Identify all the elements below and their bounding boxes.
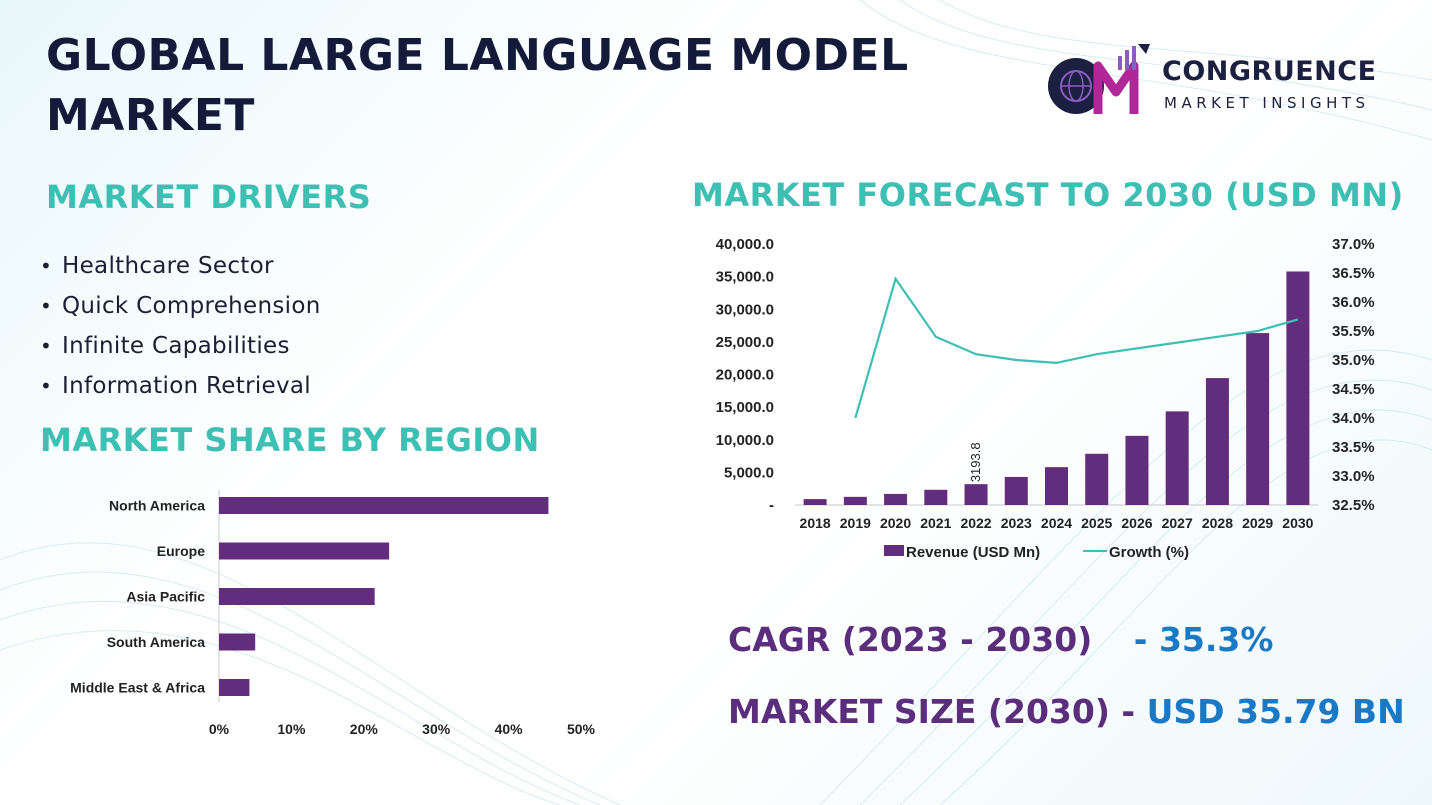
forecast-y-right-tick: 36.0% [1332,294,1375,311]
market-size-label: MARKET SIZE (2030) - [728,692,1136,731]
forecast-y-left-tick: 5,000.0 [724,464,774,481]
forecast-bar [843,496,867,505]
forecast-bar [1125,435,1149,505]
region-x-tick: 20% [350,721,379,737]
region-x-tick: 10% [277,721,306,737]
forecast-bar [1205,378,1229,505]
region-bar [219,679,250,696]
forecast-y-right-tick: 33.0% [1332,468,1375,485]
forecast-y-right-tick: 37.0% [1332,236,1375,253]
forecast-x-tick: 2023 [1001,515,1032,531]
forecast-y-right-tick: 36.5% [1332,265,1375,282]
forecast-x-tick: 2029 [1242,515,1273,531]
cagr-stat: CAGR (2023 - 2030) - 35.3% [728,620,1273,659]
forecast-y-right-tick: 32.5% [1332,497,1375,514]
forecast-x-tick: 2019 [840,515,871,531]
bullet-icon: • [40,254,53,278]
cagr-value: - 35.3% [1133,620,1274,659]
forecast-x-tick: 2028 [1202,515,1233,531]
list-item: • Healthcare Sector [40,248,321,288]
region-bar [219,588,375,605]
page-title: GLOBAL LARGE LANGUAGE MODEL MARKET [46,26,946,146]
list-item: • Information Retrieval [40,368,321,408]
region-label: Europe [157,543,205,559]
forecast-bar [803,499,827,505]
region-x-tick: 0% [209,721,230,737]
region-bar [219,542,390,560]
forecast-y-left-tick: 30,000.0 [716,301,774,318]
region-label: North America [109,498,205,514]
legend-revenue-swatch [884,545,904,556]
page-title-line1: GLOBAL LARGE LANGUAGE MODEL [46,30,909,81]
drivers-heading: MARKET DRIVERS [46,178,372,216]
forecast-bar [884,493,908,505]
forecast-y-left-tick: 10,000.0 [716,432,774,449]
legend-growth-label: Growth (%) [1109,544,1189,561]
page-title-line2: MARKET [46,90,255,141]
forecast-x-tick: 2018 [800,515,831,531]
region-x-tick: 30% [422,721,451,737]
forecast-y-right-tick: 34.0% [1332,410,1375,427]
forecast-x-tick: 2027 [1162,515,1193,531]
forecast-bar [1286,271,1310,505]
region-x-tick: 40% [495,721,524,737]
forecast-bar [1246,333,1270,505]
logo-mark-icon [1048,44,1150,114]
forecast-y-left-tick: 25,000.0 [716,334,774,351]
forecast-y-left-tick: 35,000.0 [716,269,774,286]
region-label: South America [107,634,205,650]
forecast-y-right-tick: 35.0% [1332,352,1375,369]
forecast-x-tick: 2021 [920,515,951,531]
forecast-y-left-tick: 40,000.0 [716,236,774,253]
forecast-x-tick: 2024 [1041,515,1072,531]
list-item: • Quick Comprehension [40,288,321,328]
forecast-x-tick: 2022 [960,515,991,531]
company-logo: CONGRUENCE MARKET INSIGHTS [1046,44,1406,124]
bullet-icon: • [40,294,53,318]
region-chart-title: MARKET SHARE BY REGION [40,421,540,459]
region-x-tick: 50% [567,721,596,737]
forecast-x-tick: 2030 [1282,515,1313,531]
forecast-y-left-tick: 20,000.0 [716,367,774,384]
forecast-bar [1085,453,1109,505]
forecast-x-tick: 2025 [1081,515,1112,531]
list-item: • Infinite Capabilities [40,328,321,368]
bullet-icon: • [40,374,53,398]
forecast-bar [964,484,988,505]
forecast-bar [1004,476,1028,505]
region-bar [219,497,549,514]
region-bar [219,633,256,651]
forecast-y-left-tick: 15,000.0 [716,399,774,416]
logo-name: CONGRUENCE [1162,56,1377,87]
forecast-bar [1165,411,1189,505]
forecast-y-right-tick: 35.5% [1332,323,1375,340]
drivers-list: • Healthcare Sector • Quick Comprehension … [40,248,321,408]
region-label: Asia Pacific [126,589,205,605]
forecast-y-right-tick: 33.5% [1332,439,1375,456]
forecast-bar [1045,467,1068,505]
forecast-bar [924,489,948,505]
forecast-y-right-tick: 34.5% [1332,381,1375,398]
forecast-x-tick: 2020 [880,515,911,531]
region-label: Middle East & Africa [70,680,205,696]
logo-subtitle: MARKET INSIGHTS [1164,94,1370,112]
legend-revenue-label: Revenue (USD Mn) [906,544,1040,561]
forecast-y-left-tick: - [769,497,774,514]
forecast-chart-title: MARKET FORECAST TO 2030 (USD MN) [692,176,1404,214]
market-size-stat: MARKET SIZE (2030) - USD 35.79 BN [728,692,1405,731]
market-size-value: USD 35.79 BN [1146,692,1405,731]
cagr-label: CAGR (2023 - 2030) [728,620,1093,659]
bullet-icon: • [40,334,53,358]
forecast-data-label: 3193.8 [968,442,983,482]
forecast-x-tick: 2026 [1121,515,1152,531]
growth-line [854,276,1299,419]
